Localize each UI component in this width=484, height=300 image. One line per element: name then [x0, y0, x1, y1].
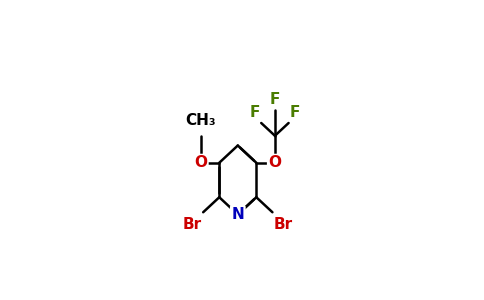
Text: F: F — [249, 105, 260, 120]
Text: Br: Br — [274, 217, 293, 232]
Text: F: F — [290, 105, 301, 120]
Text: Br: Br — [182, 217, 202, 232]
Text: CH₃: CH₃ — [185, 113, 216, 128]
Text: O: O — [269, 155, 281, 170]
Text: N: N — [231, 207, 244, 222]
Text: F: F — [270, 92, 280, 107]
Text: O: O — [194, 155, 207, 170]
